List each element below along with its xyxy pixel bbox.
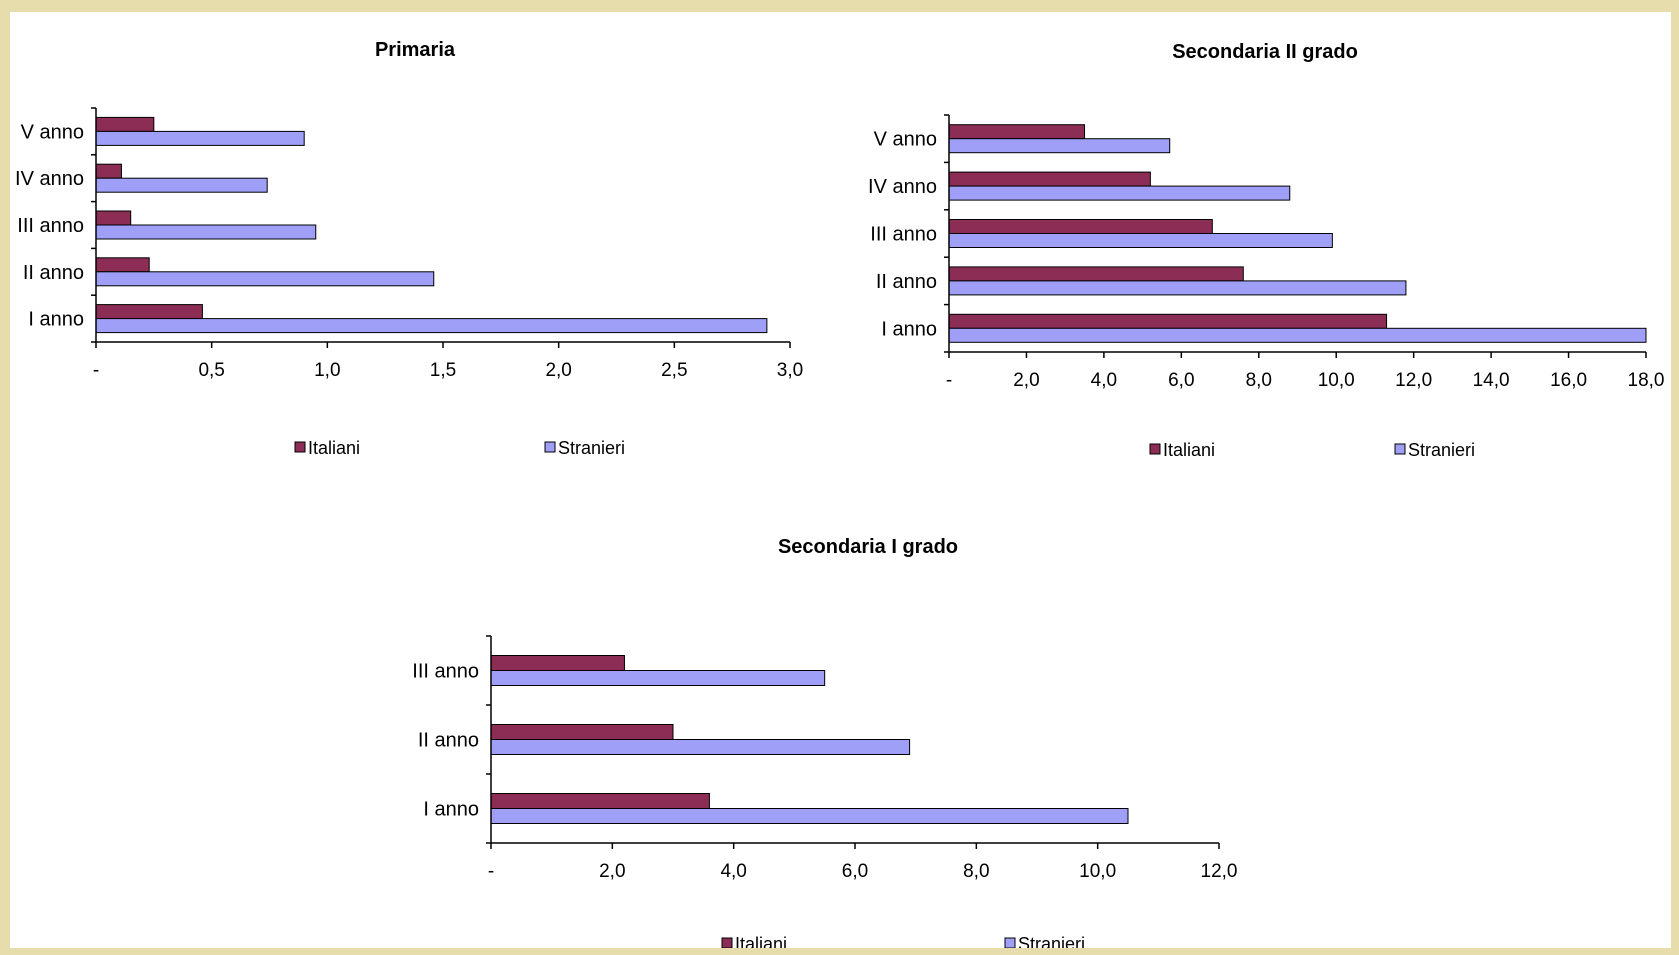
bar-stranieri [95, 177, 268, 193]
bar-italiani [95, 210, 132, 226]
legend-label: Stranieri [1018, 934, 1085, 948]
bar-stranieri [490, 670, 826, 686]
slide-canvas: Primaria V anno IV anno III anno II anno I an… [10, 12, 1671, 948]
bar-italiani [490, 793, 710, 809]
category-label: III anno [17, 215, 84, 237]
category-label: III anno [412, 661, 479, 683]
legend-swatch-stranieri [1004, 937, 1016, 948]
x-tick-label: 2,0 [545, 360, 571, 381]
x-tick-label: - [93, 360, 99, 381]
bar-italiani [948, 124, 1086, 140]
category-label: V anno [21, 121, 84, 143]
bar-italiani [95, 116, 155, 132]
x-tick-label: 2,0 [599, 861, 625, 882]
bar-italiani [490, 724, 674, 740]
bar-stranieri [948, 280, 1407, 296]
bar-stranieri [948, 233, 1333, 248]
bar-stranieri [95, 224, 317, 240]
x-tick-label: 2,0 [1013, 370, 1039, 391]
x-tick-label: 8,0 [1246, 370, 1272, 391]
category-label: III anno [870, 224, 937, 246]
x-tick-label: 10,0 [1318, 370, 1355, 391]
bar-stranieri [490, 808, 1129, 824]
bar-italiani [95, 304, 203, 320]
category-label: I anno [881, 318, 937, 340]
x-tick-label: - [488, 861, 494, 882]
chart-secondaria-i-grado: Secondaria I grado III anno II anno I anno -… [412, 536, 1238, 948]
category-label: IV anno [868, 176, 937, 198]
legend-label: Stranieri [1408, 440, 1475, 460]
bar-italiani [948, 171, 1151, 187]
category-label: II anno [23, 262, 84, 284]
x-tick-label: 1,0 [314, 360, 340, 381]
legend-label: Italiani [735, 934, 787, 948]
bar-italiani [948, 313, 1388, 329]
x-tick-label: 16,0 [1550, 370, 1587, 391]
category-label: I anno [423, 799, 479, 821]
bar-italiani [95, 257, 150, 273]
chart-title: Secondaria I grado [778, 536, 958, 558]
bar-stranieri [95, 271, 435, 287]
legend-swatch-italiani [294, 441, 306, 453]
x-tick-label: 6,0 [1168, 370, 1194, 391]
bar-italiani [95, 163, 122, 179]
bar-stranieri [948, 185, 1291, 201]
bar-stranieri [490, 739, 911, 755]
chart-title: Primaria [375, 39, 456, 61]
legend-label: Stranieri [558, 438, 625, 458]
x-tick-label: - [946, 370, 952, 391]
legend-label: Italiani [308, 438, 360, 458]
bar-italiani [948, 219, 1213, 234]
bar-stranieri [95, 130, 305, 146]
x-tick-label: 8,0 [963, 861, 989, 882]
x-tick-label: 14,0 [1473, 370, 1510, 391]
chart-title: Secondaria II grado [1172, 41, 1358, 63]
x-tick-label: 4,0 [1091, 370, 1117, 391]
chart-primaria: Primaria V anno IV anno III anno II anno I an… [15, 39, 803, 458]
bar-italiani [948, 266, 1244, 282]
x-tick-label: 12,0 [1395, 370, 1432, 391]
category-label: V anno [874, 129, 937, 151]
x-tick-label: 1,5 [430, 360, 456, 381]
bar-italiani [490, 655, 625, 671]
bar-stranieri [948, 138, 1171, 154]
x-tick-label: 12,0 [1201, 861, 1238, 882]
x-tick-label: 0,5 [198, 360, 224, 381]
bar-stranieri [95, 318, 768, 334]
legend-swatch-italiani [1149, 443, 1161, 455]
category-label: I anno [28, 309, 84, 331]
legend-swatch-stranieri [544, 441, 556, 453]
chart-secondaria-ii-grado: Secondaria II grado V anno IV anno III anno… [868, 41, 1665, 460]
x-tick-label: 2,5 [661, 360, 687, 381]
category-label: II anno [876, 271, 937, 293]
category-label: II anno [418, 730, 479, 752]
legend-swatch-italiani [721, 937, 733, 948]
x-tick-label: 6,0 [842, 861, 868, 882]
x-tick-label: 10,0 [1079, 861, 1116, 882]
bar-stranieri [948, 327, 1647, 343]
category-label: IV anno [15, 168, 84, 190]
x-tick-label: 18,0 [1628, 370, 1665, 391]
x-tick-label: 4,0 [720, 861, 746, 882]
x-tick-label: 3,0 [777, 360, 803, 381]
legend-label: Italiani [1163, 440, 1215, 460]
legend-swatch-stranieri [1394, 443, 1406, 455]
